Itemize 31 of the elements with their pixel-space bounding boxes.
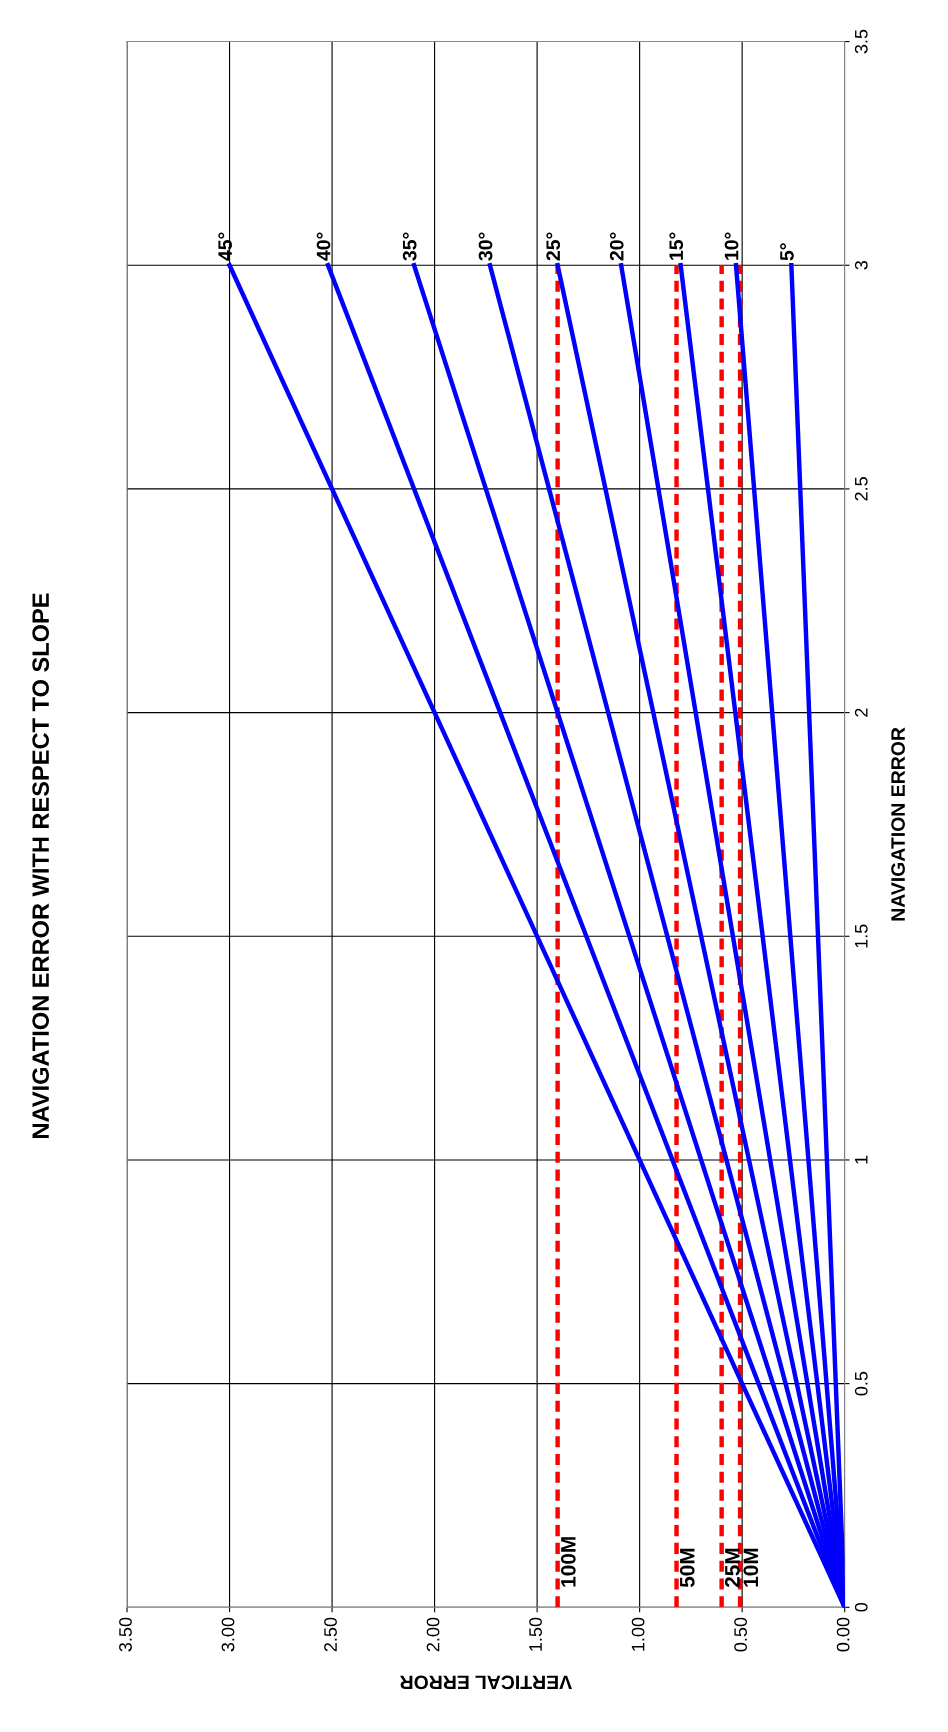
text: 100M (560, 1537, 576, 1587)
y-tick-label: 0.5 (854, 1371, 868, 1396)
x-tick-label: 0.50 (734, 1617, 747, 1652)
x-axis-title: VERTICAL ERROR (400, 1675, 572, 1690)
text: 15° (669, 232, 684, 260)
y-tick-label: 3.5 (854, 29, 868, 54)
x-tick-label: 1.00 (631, 1617, 645, 1651)
y-tick-label: 1 (855, 1155, 868, 1164)
y-tick-label: 3 (854, 261, 868, 270)
y-tick-label: 1.5 (855, 924, 868, 948)
text: 25M (724, 1548, 740, 1588)
text: 50M (679, 1548, 695, 1588)
text: 35° (402, 232, 417, 261)
text: 30° (478, 232, 493, 261)
text: 40° (316, 232, 331, 261)
text: 5° (780, 243, 794, 261)
y-axis-title: NAVIGATION ERROR (891, 727, 905, 921)
text: 10M (743, 1548, 759, 1587)
text: NAVIGATION ERROR WITH RESPECT TO SLOPE (32, 593, 49, 1138)
y-tick-label: 2 (854, 708, 868, 717)
x-tick-label: 3.00 (221, 1617, 235, 1652)
y-tick-label: 2.5 (854, 477, 868, 501)
x-tick-label: 1.50 (529, 1617, 542, 1651)
text: 25° (546, 232, 561, 261)
x-tick-label: 2.50 (324, 1617, 337, 1652)
text: 20° (609, 232, 624, 261)
x-tick-label: 3.50 (119, 1617, 132, 1652)
y-tick-label: 0 (854, 1602, 868, 1612)
x-tick-label: 0.00 (836, 1617, 850, 1652)
text: 10° (724, 232, 739, 260)
x-tick-label: 2.00 (426, 1617, 440, 1652)
